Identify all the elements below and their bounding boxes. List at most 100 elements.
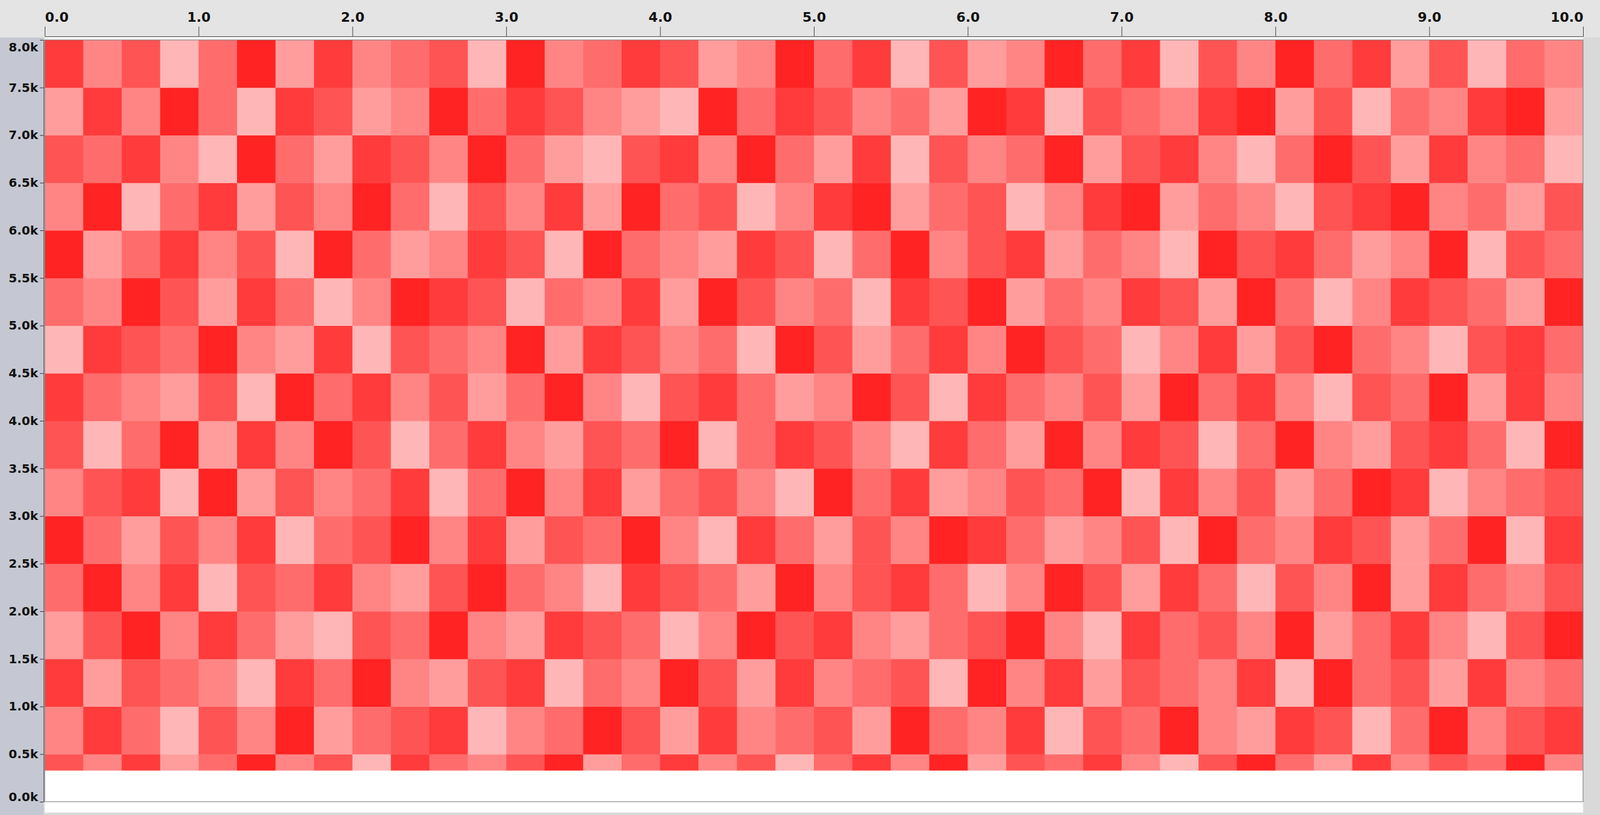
- cell: [352, 706, 392, 755]
- cell: [1198, 563, 1238, 612]
- cell: [737, 659, 776, 707]
- cell: [698, 87, 738, 136]
- cell: [1044, 325, 1084, 374]
- cell: [121, 278, 161, 326]
- cell: [1506, 706, 1545, 755]
- cell: [967, 182, 1007, 231]
- cell: [737, 373, 776, 421]
- tick: 2.5k: [8, 556, 44, 571]
- cell: [1429, 659, 1469, 707]
- cell: [1082, 659, 1122, 707]
- cell: [1313, 230, 1353, 279]
- cell: [1159, 770, 1199, 802]
- cell: [582, 659, 622, 707]
- tick: 5.0: [802, 9, 827, 37]
- cell: [352, 420, 392, 469]
- cell: [1313, 468, 1353, 517]
- cell: [1006, 659, 1045, 707]
- cell: [621, 278, 661, 326]
- cell: [967, 754, 1007, 771]
- cell: [198, 373, 238, 421]
- cell: [544, 563, 584, 612]
- tick-mark: [1429, 26, 1431, 37]
- cell: [429, 770, 469, 802]
- cell: [1390, 516, 1430, 565]
- cell: [121, 182, 161, 231]
- cell: [1044, 516, 1084, 565]
- cell: [1467, 563, 1507, 612]
- cell: [660, 706, 700, 755]
- cell: [775, 468, 814, 517]
- cell: [1467, 468, 1507, 517]
- cell: [1352, 135, 1391, 184]
- cell: [1006, 373, 1045, 421]
- cell: [121, 87, 161, 136]
- cell: [390, 325, 430, 374]
- cell: [1544, 754, 1584, 771]
- cell: [160, 611, 199, 660]
- cell: [737, 135, 776, 184]
- cell: [1429, 39, 1469, 88]
- tick-mark: [44, 26, 46, 37]
- tick: 1.0k: [8, 699, 44, 714]
- cell: [852, 468, 892, 517]
- frequency-ruler: [0, 37, 44, 815]
- cell: [660, 420, 700, 469]
- cell: [890, 659, 930, 707]
- cell: [813, 516, 853, 565]
- tick: 1.5k: [8, 651, 44, 667]
- cell: [1390, 706, 1430, 755]
- cell: [1198, 373, 1238, 421]
- cell: [1313, 770, 1353, 802]
- cell: [1429, 135, 1469, 184]
- cell: [198, 563, 238, 612]
- cell: [468, 325, 507, 374]
- cell: [1198, 230, 1238, 279]
- cell: [468, 230, 507, 279]
- tick-label: 4.0k: [8, 413, 39, 429]
- cell: [1352, 468, 1391, 517]
- cell: [275, 373, 315, 421]
- cell: [621, 754, 661, 771]
- cell: [160, 39, 199, 88]
- cell: [1237, 659, 1276, 707]
- cell: [1467, 659, 1507, 707]
- cell: [121, 230, 161, 279]
- cell: [582, 420, 622, 469]
- cell: [44, 468, 84, 517]
- cell: [1544, 611, 1584, 660]
- cell: [1237, 420, 1276, 469]
- cell: [890, 278, 930, 326]
- cell: [852, 611, 892, 660]
- cell: [429, 325, 469, 374]
- cell: [1044, 135, 1084, 184]
- cell: [506, 659, 545, 707]
- cell: [1006, 770, 1045, 802]
- cell: [468, 754, 507, 771]
- cell: [83, 706, 123, 755]
- cell: [275, 516, 315, 565]
- cell: [621, 182, 661, 231]
- cell: [237, 611, 276, 660]
- cell: [929, 770, 969, 802]
- tick-label: 6.0k: [8, 223, 39, 238]
- cell: [890, 516, 930, 565]
- tick-mark: [39, 563, 44, 565]
- cell: [1121, 611, 1161, 660]
- tick-mark: [1121, 26, 1123, 37]
- cell: [967, 87, 1007, 136]
- cell: [1352, 230, 1391, 279]
- cell: [313, 39, 353, 88]
- tick-mark: [39, 325, 44, 327]
- cell: [44, 325, 84, 374]
- cell: [506, 563, 545, 612]
- cell: [1275, 278, 1314, 326]
- cell: [1275, 373, 1314, 421]
- cell: [352, 135, 392, 184]
- cell: [352, 39, 392, 88]
- tick-mark: [506, 26, 507, 37]
- cell: [1044, 230, 1084, 279]
- cell: [698, 659, 738, 707]
- tick-label: 7.0: [1110, 9, 1134, 25]
- cell: [121, 659, 161, 707]
